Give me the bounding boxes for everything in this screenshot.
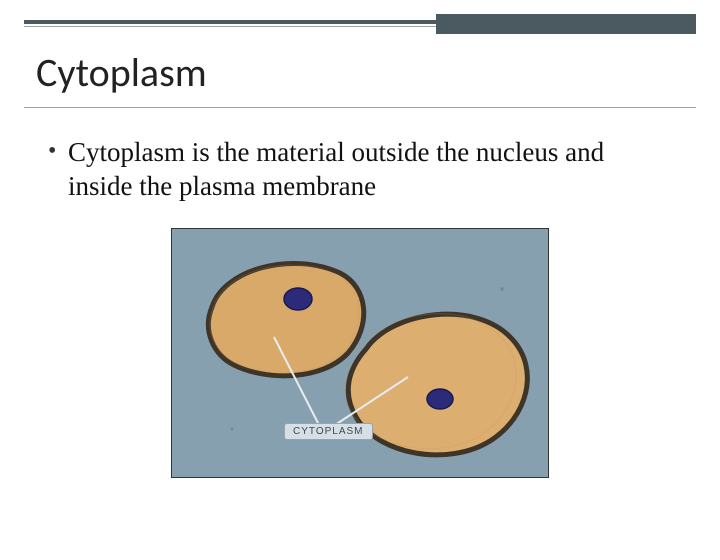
figure-container: CYTOPLASM	[48, 228, 672, 478]
cell-diagram: CYTOPLASM	[171, 228, 549, 478]
bullet-marker: •	[48, 136, 68, 166]
slide: Cytoplasm • Cytoplasm is the material ou…	[0, 20, 720, 560]
cell-diagram-svg	[172, 229, 549, 478]
speckle	[231, 427, 234, 430]
speckle	[500, 287, 504, 291]
cell-left-nucleus	[284, 288, 312, 310]
bullet-item: • Cytoplasm is the material outside the …	[48, 136, 672, 204]
title-underline	[24, 107, 696, 108]
header-rule	[24, 20, 696, 38]
bullet-text: Cytoplasm is the material outside the nu…	[68, 136, 672, 204]
slide-body: • Cytoplasm is the material outside the …	[48, 136, 672, 478]
slide-title: Cytoplasm	[36, 48, 720, 97]
header-accent-box	[436, 14, 696, 34]
cell-right-nucleus	[427, 389, 453, 409]
cytoplasm-label: CYTOPLASM	[284, 423, 373, 440]
